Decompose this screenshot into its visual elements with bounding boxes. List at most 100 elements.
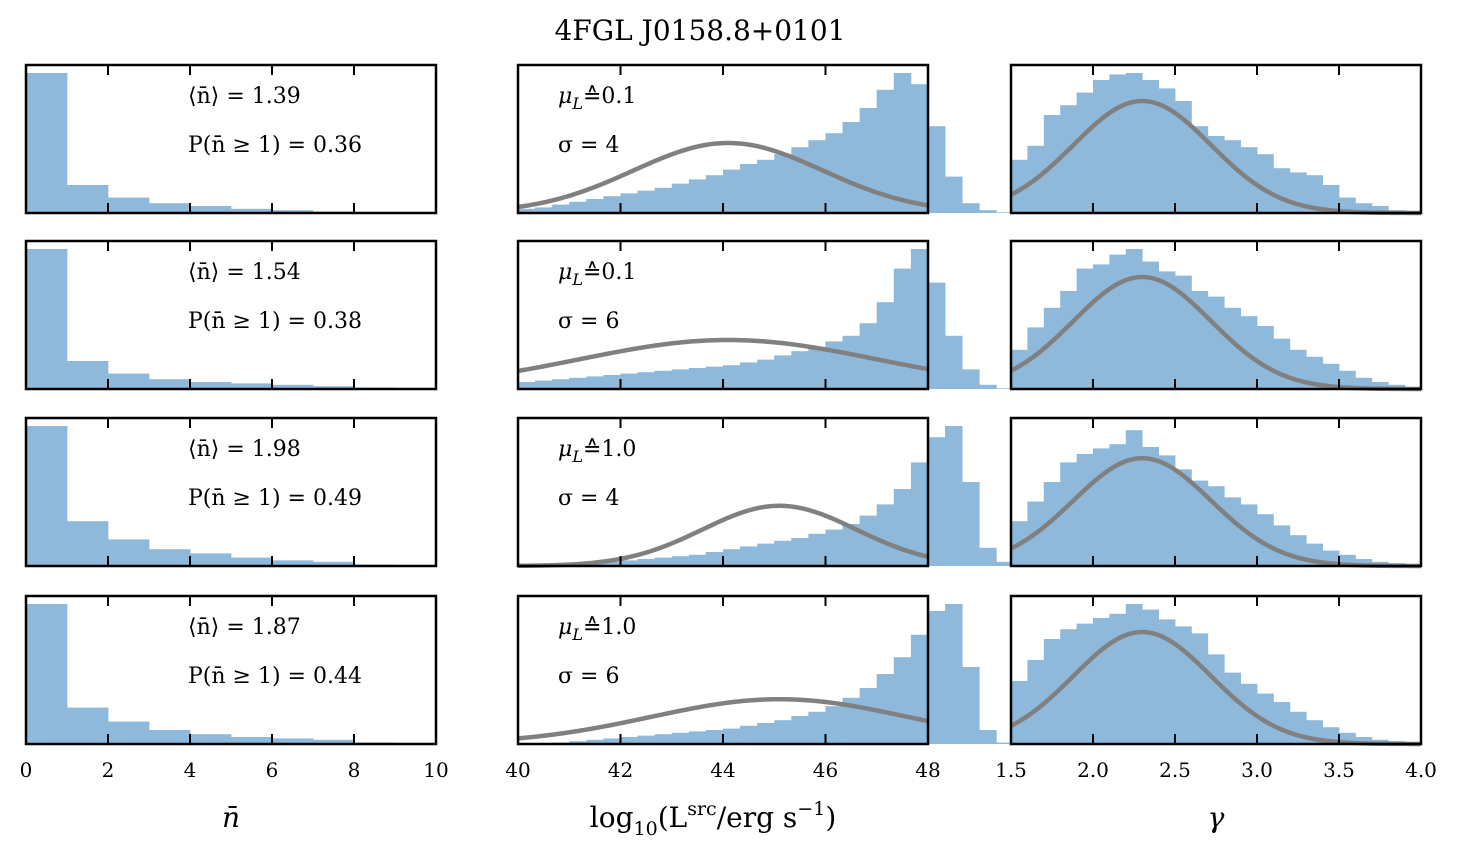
hist-bar xyxy=(740,164,758,213)
axes-frame xyxy=(24,239,438,391)
hist-bar xyxy=(535,380,553,389)
hist-bar xyxy=(910,462,929,566)
hist-bar xyxy=(979,210,997,213)
hist-bar xyxy=(603,196,621,213)
hist-bar xyxy=(654,370,673,389)
hist-bar xyxy=(808,533,826,566)
hist-bar xyxy=(1093,80,1110,213)
hist-bar xyxy=(1011,681,1028,744)
hist-bar xyxy=(705,730,724,744)
x-tick-label: 0 xyxy=(20,758,33,782)
hist-bar xyxy=(1207,296,1225,389)
hist-bar xyxy=(740,725,758,744)
mean-annotation: ⟨n̄⟩ = 1.87 xyxy=(188,615,301,640)
hist-bar xyxy=(979,384,997,389)
hist-bar xyxy=(1011,159,1028,213)
hist-bar xyxy=(671,732,690,744)
panel-luminosity-row-1: μL≙0.1 σ = 4 xyxy=(516,63,1014,215)
hist-bar xyxy=(1224,672,1241,744)
hist-bar xyxy=(996,742,1014,744)
hist-bar xyxy=(927,437,946,566)
hist-bar xyxy=(637,735,656,744)
hist-bar xyxy=(945,604,963,744)
hist-bar xyxy=(740,546,758,566)
hist-bar xyxy=(1273,702,1291,744)
x-tick-label: 48 xyxy=(915,758,940,782)
hist-bar xyxy=(654,557,673,566)
x-axis-label: n̄ xyxy=(222,801,240,834)
hist-bar xyxy=(1125,430,1143,566)
hist-bar xyxy=(893,657,912,744)
panel-luminosity-row-4: μL≙1.0 σ = 6 xyxy=(516,594,1014,746)
sigma-annotation: σ = 4 xyxy=(558,133,619,158)
hist-bar xyxy=(1043,639,1061,744)
hist-bar xyxy=(876,674,895,744)
hist-bar xyxy=(1322,185,1340,213)
hist-bar xyxy=(108,197,150,213)
hist-bar xyxy=(272,738,314,744)
hist-bar xyxy=(1043,482,1061,566)
hist-bar xyxy=(791,538,809,566)
hist-bar xyxy=(1339,554,1356,566)
panel-nbar-row-2: ⟨n̄⟩ = 1.54 P(n̄ ≥ 1) = 0.38 xyxy=(24,239,438,391)
hist-bar xyxy=(603,561,621,566)
hist-bar xyxy=(313,386,355,389)
x-tick-label: 10 xyxy=(423,758,448,782)
hist-bar xyxy=(1207,486,1225,566)
hist-bar xyxy=(620,737,638,744)
hist-bar xyxy=(1322,363,1340,389)
axes-frame xyxy=(24,594,438,746)
hist-bar xyxy=(190,734,232,744)
hist-bar xyxy=(962,482,980,566)
hist-bar xyxy=(791,351,809,389)
hist-bar xyxy=(654,734,673,744)
probability-annotation: P(n̄ ≥ 1) = 0.49 xyxy=(188,486,362,511)
hist-bar xyxy=(1191,126,1209,213)
hist-bar xyxy=(774,355,792,389)
hist-bar xyxy=(1109,74,1127,214)
hist-bar xyxy=(1027,327,1045,389)
hist-bar xyxy=(1060,105,1077,213)
hist-bar xyxy=(1142,609,1159,744)
hist-bar xyxy=(705,552,724,566)
hist-bar xyxy=(1191,480,1209,566)
hist-bar xyxy=(1060,291,1077,389)
hist-bar xyxy=(927,282,946,389)
hist-bar xyxy=(586,376,604,389)
x-tick-label: 42 xyxy=(608,758,633,782)
prior-curve xyxy=(517,337,929,374)
hist-bar xyxy=(1273,168,1291,213)
hist-bar xyxy=(757,159,775,213)
x-tick-label: 4.0 xyxy=(1405,758,1437,782)
panel-grid: ⟨n̄⟩ = 1.39 P(n̄ ≥ 1) = 0.36 ⟨n̄⟩ = 1.54 P(… xyxy=(24,63,1423,747)
hist-bar xyxy=(996,561,1014,566)
x-tick-label: 2.0 xyxy=(1077,758,1109,782)
prior-curve xyxy=(517,140,929,210)
hist-bar xyxy=(722,549,741,566)
x-tick-label: 40 xyxy=(505,758,530,782)
hist-bar xyxy=(1371,382,1389,389)
panel-nbar-row-4: ⟨n̄⟩ = 1.87 P(n̄ ≥ 1) = 0.44 xyxy=(24,594,438,746)
sigma-annotation: σ = 6 xyxy=(558,664,619,689)
hist-bar xyxy=(1273,338,1291,389)
hist-bar xyxy=(1093,618,1110,744)
hist-bar xyxy=(774,540,792,566)
hist-bar xyxy=(842,122,861,213)
hist-bar xyxy=(1175,275,1192,389)
hist-bar xyxy=(688,731,707,744)
mean-annotation: ⟨n̄⟩ = 1.98 xyxy=(188,437,301,462)
hist-bar xyxy=(586,739,604,744)
hist-bar xyxy=(1158,619,1176,744)
hist-bar xyxy=(962,369,980,389)
hist-bar xyxy=(108,373,150,389)
axes-frame xyxy=(1009,239,1423,391)
hist-bar xyxy=(149,549,191,566)
hist-bar xyxy=(1011,349,1028,389)
hist-bar xyxy=(859,515,878,566)
hist-bar xyxy=(1306,175,1323,213)
hist-bar xyxy=(637,559,656,566)
hist-bar xyxy=(637,372,656,389)
hist-bar xyxy=(1207,654,1225,744)
mu-annotation: μL≙0.1 xyxy=(558,260,636,289)
hist-bar xyxy=(842,524,861,566)
